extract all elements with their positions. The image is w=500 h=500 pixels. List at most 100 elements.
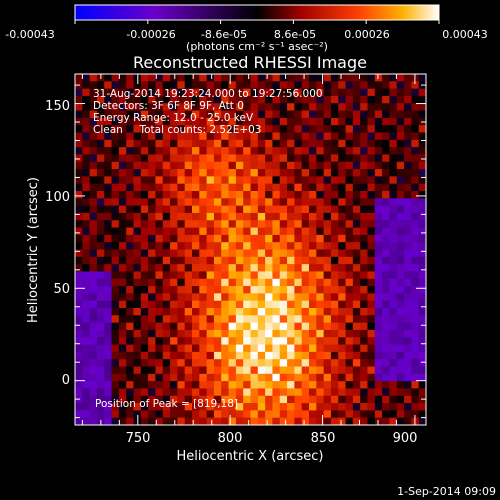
heatmap-cell <box>374 110 383 119</box>
heatmap-cell <box>389 139 398 148</box>
heatmap-cell <box>389 132 398 141</box>
heatmap-cell <box>338 256 347 265</box>
heatmap-cell <box>199 176 208 185</box>
heatmap-cell <box>389 161 398 170</box>
heatmap-cell <box>360 183 369 192</box>
heatmap-cell <box>330 315 339 324</box>
heatmap-cell <box>75 293 83 302</box>
heatmap-cell <box>345 212 354 221</box>
heatmap-cell <box>382 198 391 207</box>
heatmap-cell <box>155 256 164 265</box>
heatmap-cell <box>279 344 288 353</box>
heatmap-cell <box>360 110 369 119</box>
heatmap-cell <box>279 351 288 360</box>
heatmap-cell <box>170 293 178 302</box>
heatmap-cell <box>287 125 295 134</box>
heatmap-cell <box>243 256 252 265</box>
heatmap-cell <box>170 176 178 185</box>
heatmap-cell <box>360 198 369 207</box>
heatmap-cell <box>235 322 244 331</box>
heatmap-cell <box>272 88 281 97</box>
heatmap-cell <box>155 169 164 177</box>
heatmap-cell <box>162 366 171 375</box>
heatmap-cell <box>374 337 383 346</box>
heatmap-cell <box>257 154 266 163</box>
heatmap-cell <box>272 344 281 353</box>
y-tick-label: 50 <box>53 282 70 297</box>
heatmap-cell <box>367 351 376 360</box>
heatmap-cell <box>96 212 105 221</box>
heatmap-cell <box>221 234 230 243</box>
heatmap-cell <box>126 183 135 192</box>
heatmap-cell <box>148 220 157 229</box>
heatmap-cell <box>250 417 259 425</box>
heatmap-cell <box>338 198 347 207</box>
heatmap-cell <box>213 417 222 425</box>
heatmap-cell <box>287 278 295 287</box>
heatmap-cell <box>418 125 426 134</box>
heatmap-cell <box>323 147 332 156</box>
annotation-energy-range: Energy Range: 12.0 - 25.0 keV <box>93 112 254 124</box>
heatmap-cell <box>396 403 405 411</box>
heatmap-cell <box>111 300 120 309</box>
heatmap-cell <box>140 205 149 214</box>
heatmap-cell <box>111 183 120 192</box>
heatmap-cell <box>330 176 339 185</box>
heatmap-cell <box>287 256 295 265</box>
heatmap-cell <box>118 198 127 207</box>
heatmap-cell <box>374 388 383 397</box>
heatmap-cell <box>104 191 113 199</box>
heatmap-cell <box>96 286 105 294</box>
x-tick-label: 850 <box>311 431 336 446</box>
heatmap-cell <box>367 161 376 170</box>
heatmap-cell <box>352 271 361 280</box>
heatmap-cell <box>338 242 347 251</box>
heatmap-cell <box>330 395 339 404</box>
heatmap-cell <box>82 103 91 112</box>
heatmap-cell <box>155 351 164 360</box>
plot-frame <box>74 73 427 426</box>
heatmap-cell <box>140 227 149 236</box>
heatmap-cell <box>75 95 83 104</box>
heatmap-cell <box>199 169 208 177</box>
heatmap-cell <box>221 169 230 177</box>
heatmap-cell <box>404 110 412 119</box>
heatmap-cell <box>404 161 412 170</box>
heatmap-cell <box>199 110 208 119</box>
heatmap-cell <box>133 293 142 302</box>
heatmap-cell <box>309 169 317 177</box>
heatmap-cell <box>243 95 252 104</box>
heatmap-cell <box>323 154 332 163</box>
heatmap-cell <box>389 242 398 251</box>
heatmap-cell <box>323 81 332 90</box>
heatmap-cell <box>250 117 259 126</box>
heatmap-cell <box>309 388 317 397</box>
heatmap-cell <box>82 81 91 90</box>
heatmap-cell <box>265 351 274 360</box>
heatmap-cell <box>96 139 105 148</box>
heatmap-cell <box>374 395 383 404</box>
heatmap-cell <box>82 74 91 82</box>
heatmap-cell <box>323 220 332 229</box>
heatmap-cell <box>301 337 310 346</box>
heatmap-cell <box>228 300 237 309</box>
heatmap-cell <box>352 198 361 207</box>
heatmap-cell <box>309 154 317 163</box>
heatmap-cell <box>213 103 222 112</box>
heatmap-cell <box>75 366 83 375</box>
heatmap-cell <box>96 227 105 236</box>
heatmap-cell <box>265 293 274 302</box>
heatmap-cell <box>184 147 193 156</box>
heatmap-cell <box>352 242 361 251</box>
heatmap-cell <box>265 212 274 221</box>
heatmap-cell <box>221 74 230 82</box>
x-tick-label: 900 <box>393 431 418 446</box>
heatmap-cell <box>250 381 259 390</box>
heatmap-cell <box>177 366 186 375</box>
heatmap-cell <box>89 308 98 316</box>
heatmap-cell <box>213 125 222 134</box>
heatmap-cell <box>389 300 398 309</box>
heatmap-cell <box>316 242 325 251</box>
heatmap-cell <box>287 322 295 331</box>
heatmap-cell <box>126 117 135 126</box>
